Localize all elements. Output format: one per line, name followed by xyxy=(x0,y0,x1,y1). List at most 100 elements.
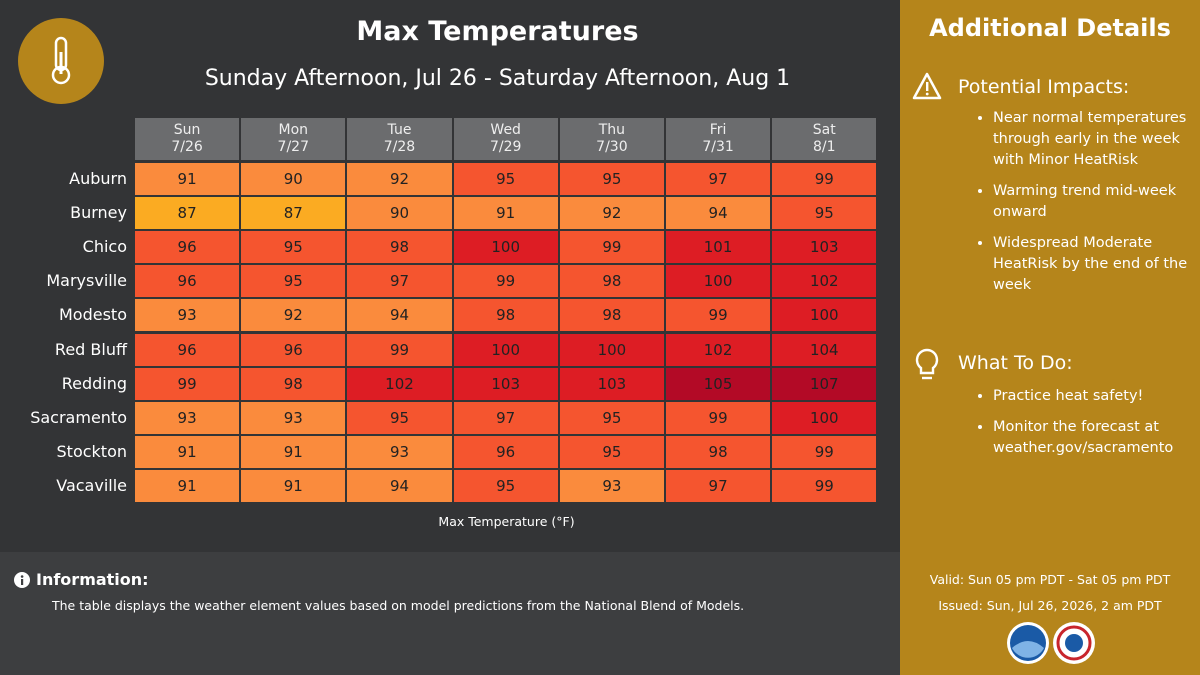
info-icon xyxy=(14,572,30,588)
column-header: Sat 8/1 xyxy=(772,118,877,160)
temperature-cell: 91 xyxy=(135,163,240,196)
temperature-cell: 96 xyxy=(241,333,346,366)
column-header: Thu 7/30 xyxy=(559,118,664,160)
lightbulb-icon xyxy=(915,348,939,380)
column-day: Wed xyxy=(490,122,521,138)
temperature-cell: 99 xyxy=(453,265,558,298)
column-date: 7/26 xyxy=(171,139,203,155)
bullet-item: Monitor the forecast at weather.gov/sacr… xyxy=(993,417,1200,459)
temperature-cell: 103 xyxy=(453,367,558,400)
information-title: Information: xyxy=(36,570,149,589)
temperature-cell: 93 xyxy=(135,401,240,434)
temperature-cell: 92 xyxy=(559,197,664,230)
temperature-cell: 98 xyxy=(241,367,346,400)
temperature-table: Sun 7/26 Mon 7/27 Tue 7/28 Wed 7/29 Thu 7/30 Fri 7/… xyxy=(30,118,877,502)
temperature-cell: 102 xyxy=(772,265,877,298)
title: Max Temperatures xyxy=(356,16,639,47)
thermometer-icon xyxy=(18,18,104,104)
temperature-cell: 99 xyxy=(666,401,771,434)
column-day: Sat xyxy=(812,122,836,138)
column-date: 7/29 xyxy=(489,139,522,155)
column-header: Sun 7/26 xyxy=(135,118,240,160)
column-day: Tue xyxy=(387,122,412,138)
valid-time: Valid: Sun 05 pm PDT - Sat 05 pm PDT xyxy=(929,572,1171,587)
issued-time: Issued: Sun, Jul 26, 2026, 2 am PDT xyxy=(938,598,1162,613)
temperature-cell: 90 xyxy=(347,197,452,230)
row-label: Vacaville xyxy=(56,475,127,495)
temperature-cell: 97 xyxy=(347,265,452,298)
temperature-cell: 104 xyxy=(772,333,877,366)
bullet-item: Warming trend mid-week onward xyxy=(993,181,1200,223)
temperature-cell: 94 xyxy=(347,299,452,332)
bullet-list: Practice heat safety! Monitor the forecas… xyxy=(958,386,1200,469)
temperature-cell: 94 xyxy=(666,197,771,230)
temperature-cell: 100 xyxy=(666,265,771,298)
temperature-cell: 95 xyxy=(559,401,664,434)
row-label: Modesto xyxy=(59,305,127,325)
temperature-cell: 99 xyxy=(135,367,240,400)
temperature-cell: 98 xyxy=(666,435,771,468)
temperature-cell: 100 xyxy=(559,333,664,366)
column-day: Sun xyxy=(173,122,201,138)
row-label: Sacramento xyxy=(30,407,127,427)
column-header: Wed 7/29 xyxy=(453,118,558,160)
temperature-cell: 101 xyxy=(666,231,771,264)
temperature-cell: 99 xyxy=(347,333,452,366)
temperature-cell: 100 xyxy=(453,333,558,366)
information-text: The table displays the weather element v… xyxy=(52,598,745,613)
temperature-cell: 100 xyxy=(453,231,558,264)
temperature-cell: 87 xyxy=(135,197,240,230)
subtitle: Sunday Afternoon, Jul 26 - Saturday Afte… xyxy=(204,66,791,91)
column-date: 8/1 xyxy=(813,139,836,155)
temperature-cell: 92 xyxy=(241,299,346,332)
temperature-cell: 91 xyxy=(135,435,240,468)
section-heading: Potential Impacts: xyxy=(958,76,1130,98)
column-header: Mon 7/27 xyxy=(241,118,346,160)
warning-icon xyxy=(912,72,942,100)
temperature-cell: 102 xyxy=(347,367,452,400)
column-day: Fri xyxy=(709,122,727,138)
temperature-cell: 98 xyxy=(347,231,452,264)
temperature-cell: 95 xyxy=(453,469,558,502)
temperature-cell: 96 xyxy=(135,231,240,264)
bullet-item: Near normal temperatures through early i… xyxy=(993,108,1200,171)
temperature-cell: 98 xyxy=(559,265,664,298)
temperature-cell: 96 xyxy=(135,265,240,298)
temperature-cell: 93 xyxy=(241,401,346,434)
temperature-cell: 102 xyxy=(666,333,771,366)
column-date: 7/28 xyxy=(383,139,416,155)
temperature-cell: 98 xyxy=(559,299,664,332)
row-label: Marysville xyxy=(46,271,127,291)
temperature-cell: 99 xyxy=(559,231,664,264)
row-label: Chico xyxy=(82,237,127,257)
column-day: Thu xyxy=(598,122,626,138)
temperature-cell: 95 xyxy=(241,231,346,264)
temperature-cell: 105 xyxy=(666,367,771,400)
column-header: Tue 7/28 xyxy=(347,118,452,160)
temperature-cell: 97 xyxy=(666,469,771,502)
temperature-cell: 96 xyxy=(135,333,240,366)
column-date: 7/30 xyxy=(596,139,628,155)
section-heading: What To Do: xyxy=(958,352,1073,374)
temperature-cell: 98 xyxy=(453,299,558,332)
details-panel: Additional Details Potential Impacts: Ne… xyxy=(900,0,1200,675)
temperature-cell: 95 xyxy=(559,435,664,468)
temperature-cell: 91 xyxy=(241,469,346,502)
temperature-cell: 107 xyxy=(772,367,877,400)
temperature-cell: 100 xyxy=(772,299,877,332)
table-caption: Max Temperature (°F) xyxy=(438,514,575,529)
temperature-cell: 95 xyxy=(347,401,452,434)
temperature-cell: 103 xyxy=(559,367,664,400)
temperature-cell: 100 xyxy=(772,401,877,434)
temperature-cell: 94 xyxy=(347,469,452,502)
information-panel: Information: The table displays the weat… xyxy=(0,552,900,675)
temperature-cell: 96 xyxy=(453,435,558,468)
agency-logos xyxy=(1007,622,1095,664)
temperature-cell: 87 xyxy=(241,197,346,230)
column-header: Fri 7/31 xyxy=(666,118,771,160)
temperature-cell: 99 xyxy=(772,435,877,468)
temperature-cell: 95 xyxy=(772,197,877,230)
temperature-cell: 93 xyxy=(135,299,240,332)
temperature-cell: 103 xyxy=(772,231,877,264)
